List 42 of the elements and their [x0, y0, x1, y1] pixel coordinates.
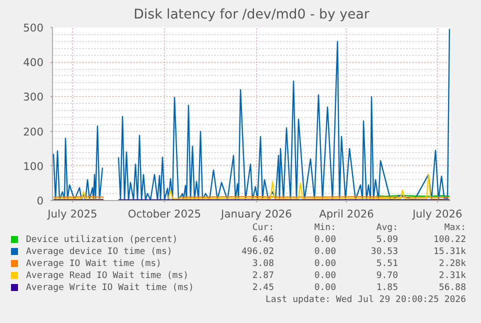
legend-label: Average device IO time (ms) — [26, 246, 172, 258]
legend-label: Average IO Wait time (ms) — [26, 258, 162, 270]
text: 100.22 — [433, 234, 466, 246]
text: Last update: Wed Jul 29 20:00:25 2026 — [266, 294, 466, 306]
x-tick-label: January 2026 — [220, 208, 292, 220]
y-tick-label: 400 — [23, 56, 44, 70]
y-tick-label: 0 — [36, 194, 44, 208]
legend-label: Average Read IO Wait time (ms) — [26, 270, 189, 282]
y-tick-label: 200 — [23, 125, 44, 138]
text: Avg: — [376, 222, 398, 234]
text: 0.00 — [314, 282, 336, 294]
text: 3.08 — [252, 258, 274, 270]
text: 56.88 — [438, 282, 466, 294]
x-tick-label: April 2026 — [319, 208, 374, 220]
x-tick-label: July 2026 — [412, 208, 463, 220]
text: 2.31k — [438, 270, 466, 282]
text: 5.51 — [376, 258, 398, 270]
text: 2.28k — [438, 258, 466, 270]
y-tick-label: 100 — [23, 160, 44, 173]
x-tick-label: October 2025 — [128, 208, 202, 220]
y-tick-label: 300 — [23, 90, 44, 104]
text: 30.53 — [370, 246, 398, 258]
text: 0.00 — [314, 234, 336, 246]
text: 496.02 — [241, 246, 274, 258]
text: Min: — [314, 222, 336, 234]
legend-label: Device utilization (percent) — [26, 234, 178, 246]
text: Max: — [444, 222, 466, 234]
text: Cur: — [252, 222, 274, 234]
text: 1.85 — [376, 282, 398, 294]
text: 0.00 — [314, 270, 336, 282]
x-tick-label: July 2025 — [46, 208, 98, 220]
chart-title: Disk latency for /dev/md0 - by year — [134, 8, 370, 22]
legend-label: Average Write IO Wait time (ms) — [26, 282, 194, 294]
text: 9.70 — [376, 270, 398, 282]
text: 15.31k — [433, 246, 466, 258]
text: 6.46 — [252, 234, 274, 246]
y-tick-label: 500 — [23, 22, 44, 34]
text: 5.09 — [376, 234, 398, 246]
text: 0.00 — [314, 258, 336, 270]
text: 2.45 — [252, 282, 274, 294]
text: 2.87 — [252, 270, 274, 282]
text: 0.00 — [314, 246, 336, 258]
